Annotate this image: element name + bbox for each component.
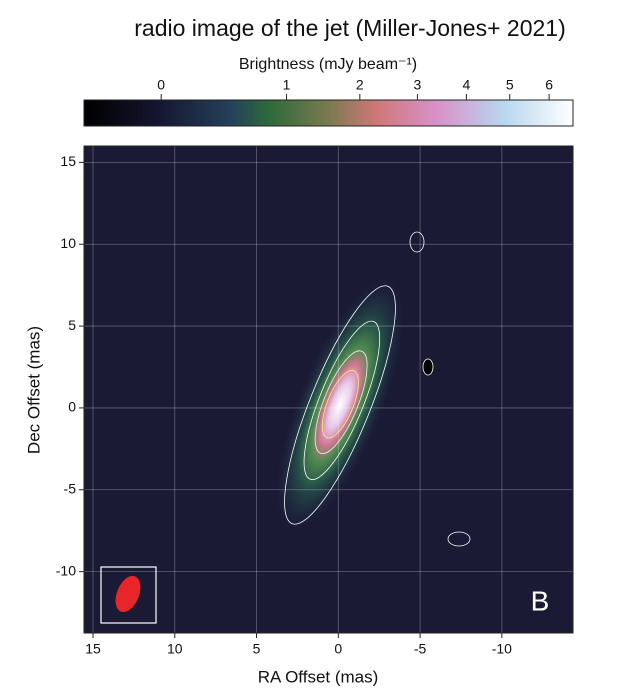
image: B [84, 146, 573, 633]
contour [321, 369, 359, 439]
contour [284, 285, 396, 525]
colorbar-tick-label: 1 [283, 77, 291, 93]
colorbar-tick-label: 6 [545, 77, 553, 93]
contour [409, 231, 425, 253]
x-tick-label: 5 [253, 641, 261, 657]
chart-title: radio image of the jet (Miller-Jones+ 20… [134, 15, 565, 41]
colorbar-label: Brightness (mJy beam⁻¹) [239, 56, 417, 73]
x-tick-label: 10 [167, 641, 183, 657]
y-tick-label: 10 [60, 235, 76, 251]
beam-box [100, 566, 157, 624]
plot-frame [83, 145, 574, 634]
colorbar-tick-label: 5 [506, 77, 514, 93]
y-tick-label: 15 [60, 153, 76, 169]
x-tick-label: -5 [414, 641, 427, 657]
x-tick-label: 15 [85, 641, 101, 657]
x-tick-label: -10 [492, 641, 512, 657]
x-axis-label: RA Offset (mas) [258, 667, 379, 686]
x-tick-label: 0 [334, 641, 342, 657]
contour [422, 358, 434, 376]
contour [303, 320, 381, 481]
colorbar [83, 99, 574, 127]
contour [447, 531, 471, 547]
y-tick-label: 0 [68, 399, 76, 415]
colorbar-tick-label: 4 [462, 77, 470, 93]
colorbar-tick-label: 3 [413, 77, 421, 93]
colorbar-tick-label: 2 [356, 77, 364, 93]
jet-emission [276, 278, 404, 532]
grid [84, 146, 573, 633]
y-tick-label: 5 [68, 317, 76, 333]
y-tick-label: -10 [56, 562, 76, 578]
beam [115, 575, 141, 613]
contour [314, 350, 368, 455]
panel-label: B [531, 585, 550, 616]
y-axis-label: Dec Offset (mas) [24, 326, 43, 454]
colorbar-tick-label: 0 [157, 77, 165, 93]
jet [276, 278, 404, 532]
y-tick-label: -5 [64, 480, 77, 496]
